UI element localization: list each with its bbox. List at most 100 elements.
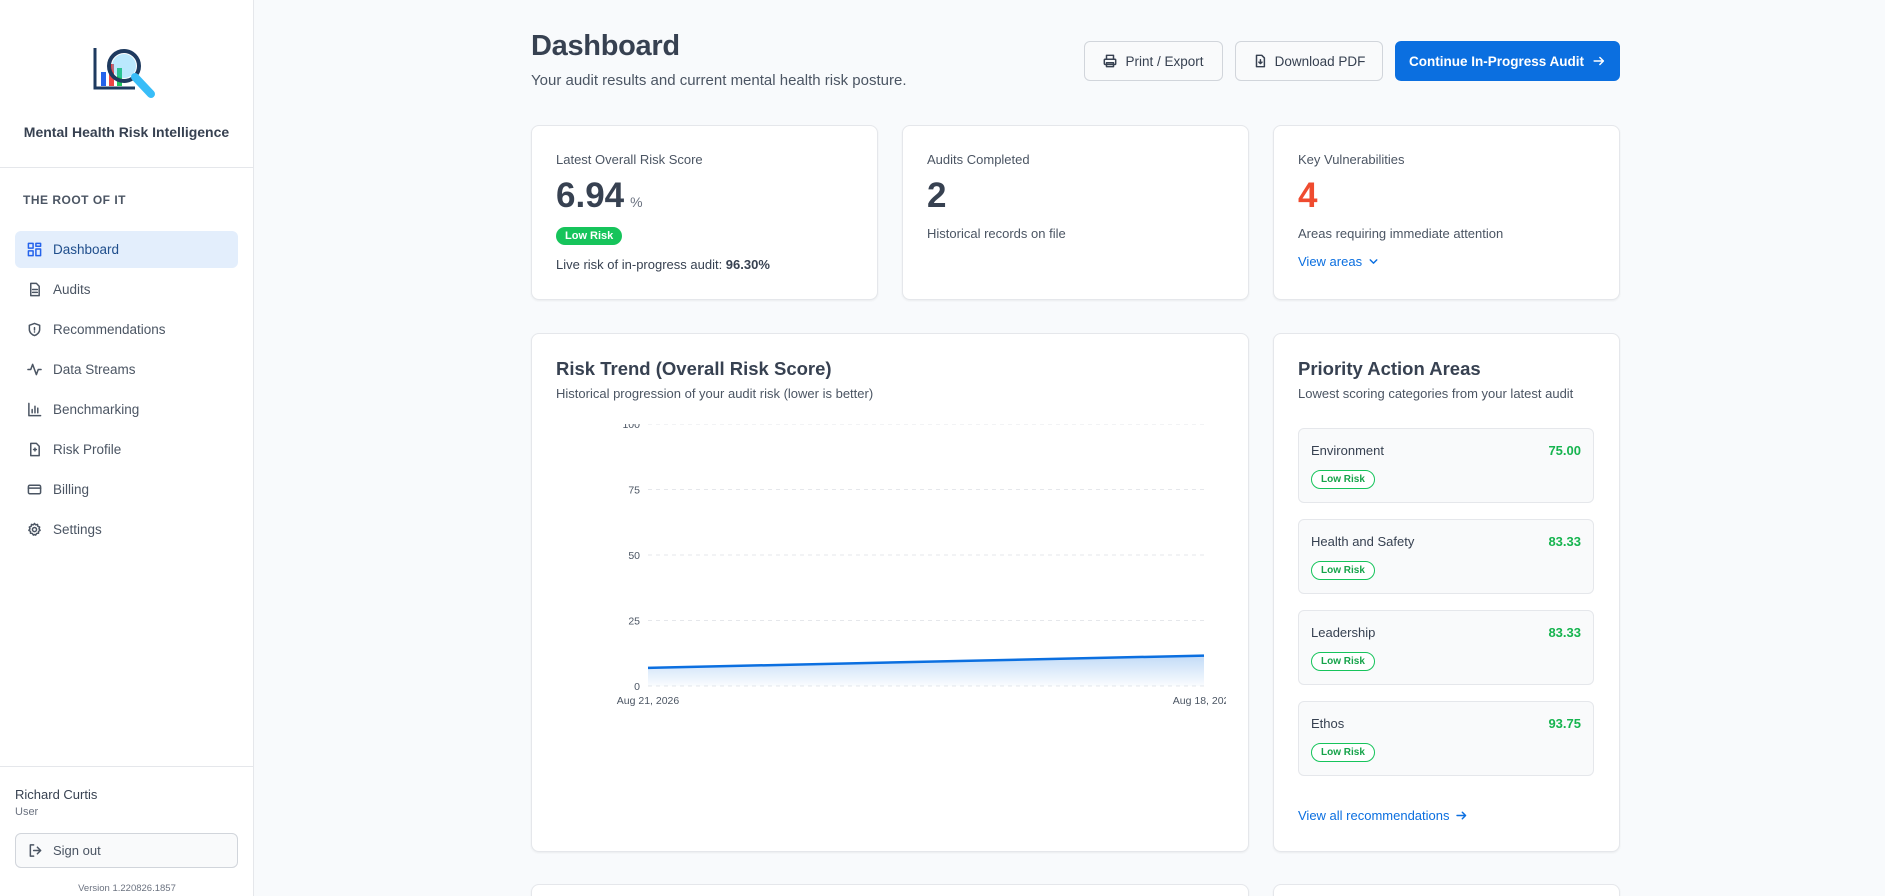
gear-icon — [28, 522, 41, 536]
sidebar-item-label: Recommendations — [53, 322, 166, 337]
priority-areas-card: Priority Action Areas Lowest scoring cat… — [1273, 333, 1620, 852]
continue-audit-label: Continue In-Progress Audit — [1409, 53, 1584, 69]
sign-out-label: Sign out — [53, 843, 101, 858]
risk-score-card: Latest Overall Risk Score 6.94% Low Risk… — [531, 125, 878, 300]
sidebar-item-label: Data Streams — [53, 362, 136, 377]
priority-item-badge: Low Risk — [1311, 561, 1375, 580]
audits-completed-value: 2 — [927, 176, 947, 215]
sidebar-item-benchmarking[interactable]: Benchmarking — [15, 391, 238, 428]
priority-item-name: Ethos — [1311, 716, 1345, 731]
sidebar-item-data-streams[interactable]: Data Streams — [15, 351, 238, 388]
user-role: User — [15, 806, 39, 818]
risk-score-value: 6.94% — [556, 176, 643, 216]
shield-icon — [28, 322, 41, 337]
file-alert-icon — [30, 442, 40, 457]
vulnerabilities-label: Key Vulnerabilities — [1298, 152, 1405, 167]
sidebar-item-billing[interactable]: Billing — [15, 471, 238, 508]
risk-level-badge: Low Risk — [556, 227, 623, 245]
priority-item-badge: Low Risk — [1311, 470, 1375, 489]
view-areas-label: View areas — [1298, 254, 1363, 269]
sidebar-item-label: Benchmarking — [53, 402, 140, 417]
priority-item-score: 93.75 — [1548, 716, 1581, 731]
arrow-right-icon — [1455, 811, 1466, 820]
risk-trend-title: Risk Trend (Overall Risk Score) — [556, 358, 832, 379]
printer-icon — [1104, 54, 1117, 68]
priority-item-score: 83.33 — [1548, 625, 1581, 640]
risk-trend-chart: 0 25 50 75 100 Aug 21, 2026 Aug 18, 2026 — [617, 424, 1226, 707]
priority-item-badge: Low Risk — [1311, 652, 1375, 671]
priority-item-environment[interactable]: Environment 75.00 Low Risk — [1298, 428, 1594, 503]
risk-score-number: 6.94 — [556, 176, 625, 215]
y-tick-label: 25 — [628, 616, 640, 628]
download-pdf-button[interactable]: Download PDF — [1235, 41, 1383, 81]
sidebar-item-audits[interactable]: Audits — [15, 271, 238, 308]
priority-item-name: Environment — [1311, 443, 1384, 458]
logo-icon — [93, 48, 155, 98]
logout-icon — [29, 844, 42, 857]
risk-score-unit: % — [630, 194, 643, 210]
page-subtitle: Your audit results and current mental he… — [531, 72, 907, 89]
lower-card-right — [1273, 884, 1620, 896]
sidebar-item-label: Billing — [53, 482, 90, 497]
org-name: THE ROOT OF IT — [23, 193, 126, 207]
series-area — [648, 655, 1204, 686]
bar-chart-icon — [28, 402, 42, 417]
sidebar-item-risk-profile[interactable]: Risk Profile — [15, 431, 238, 468]
risk-trend-subtitle: Historical progression of your audit ris… — [556, 386, 874, 401]
live-risk-value: 96.30% — [725, 257, 770, 272]
priority-item-score: 83.33 — [1548, 534, 1581, 549]
download-pdf-label: Download PDF — [1274, 53, 1366, 69]
y-tick-label: 0 — [634, 681, 640, 693]
priority-item-leadership[interactable]: Leadership 83.33 Low Risk — [1298, 610, 1594, 685]
grid-icon — [27, 242, 42, 257]
sidebar-item-dashboard[interactable]: Dashboard — [15, 231, 238, 268]
sidebar-item-label: Audits — [53, 282, 91, 297]
priority-item-name: Leadership — [1311, 625, 1376, 640]
priority-item-score: 75.00 — [1548, 443, 1581, 458]
print-export-label: Print / Export — [1125, 53, 1204, 69]
vulnerabilities-desc: Areas requiring immediate attention — [1298, 226, 1504, 241]
user-name: Richard Curtis — [15, 787, 98, 802]
vulnerabilities-value: 4 — [1298, 176, 1318, 215]
view-areas-link[interactable]: View areas — [1298, 254, 1380, 269]
lower-card-left — [531, 884, 1249, 896]
sidebar-item-label: Settings — [53, 522, 102, 537]
chevron-down-icon — [1369, 259, 1378, 264]
sidebar-item-label: Risk Profile — [53, 442, 122, 457]
print-export-button[interactable]: Print / Export — [1084, 41, 1223, 81]
app-name: Mental Health Risk Intelligence — [23, 124, 230, 140]
sidebar-nav: Dashboard Audits Recommendations Data St… — [15, 231, 238, 551]
risk-trend-card: Risk Trend (Overall Risk Score) Historic… — [531, 333, 1249, 852]
risk-score-label: Latest Overall Risk Score — [556, 152, 703, 167]
sign-out-button[interactable]: Sign out — [15, 833, 238, 868]
view-all-recommendations-link[interactable]: View all recommendations — [1298, 808, 1468, 823]
priority-title: Priority Action Areas — [1298, 358, 1481, 379]
brand: Mental Health Risk Intelligence — [0, 0, 253, 168]
y-tick-label: 50 — [628, 550, 640, 562]
credit-card-icon — [27, 484, 42, 495]
arrow-right-icon — [1593, 56, 1605, 66]
priority-item-badge: Low Risk — [1311, 743, 1375, 762]
series-line — [647, 654, 1205, 670]
sidebar-item-settings[interactable]: Settings — [15, 511, 238, 548]
activity-icon — [27, 363, 42, 376]
version-label: Version 1.220826.1857 — [78, 883, 176, 894]
y-tick-label: 100 — [622, 424, 640, 431]
x-tick-label: Aug 21, 2026 — [617, 695, 680, 707]
user-block: Richard Curtis User Sign out Version 1.2… — [0, 766, 254, 896]
sidebar-item-recommendations[interactable]: Recommendations — [15, 311, 238, 348]
live-risk-line: Live risk of in-progress audit: 96.30% — [556, 257, 770, 272]
priority-item-ethos[interactable]: Ethos 93.75 Low Risk — [1298, 701, 1594, 776]
priority-subtitle: Lowest scoring categories from your late… — [1298, 386, 1574, 401]
sidebar-item-label: Dashboard — [53, 242, 120, 257]
priority-item-health-safety[interactable]: Health and Safety 83.33 Low Risk — [1298, 519, 1594, 594]
page-title: Dashboard — [531, 30, 680, 62]
continue-audit-button[interactable]: Continue In-Progress Audit — [1395, 41, 1620, 81]
live-risk-prefix: Live risk of in-progress audit: — [556, 257, 726, 272]
audits-completed-card: Audits Completed 2 Historical records on… — [902, 125, 1249, 300]
view-all-recommendations-label: View all recommendations — [1298, 808, 1450, 823]
audits-completed-label: Audits Completed — [927, 152, 1030, 167]
x-tick-label: Aug 18, 2026 — [1173, 695, 1226, 707]
y-tick-label: 75 — [628, 485, 640, 497]
priority-item-name: Health and Safety — [1311, 534, 1415, 549]
